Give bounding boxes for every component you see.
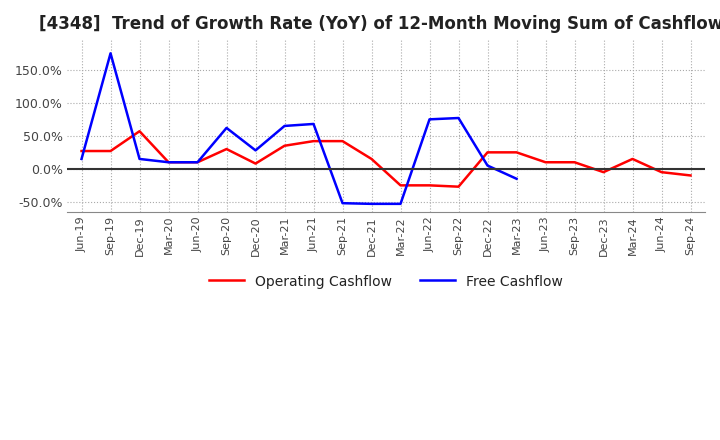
Operating Cashflow [512, 150, 521, 155]
Line: Operating Cashflow: Operating Cashflow [81, 131, 690, 187]
Free Cashflow [222, 125, 231, 131]
Operating Cashflow [541, 160, 550, 165]
Operating Cashflow [628, 156, 636, 161]
Operating Cashflow [657, 169, 666, 175]
Line: Free Cashflow: Free Cashflow [81, 53, 690, 204]
Free Cashflow [686, 153, 695, 158]
Operating Cashflow [193, 160, 202, 165]
Free Cashflow [426, 117, 434, 122]
Free Cashflow [164, 160, 173, 165]
Free Cashflow [135, 156, 144, 161]
Operating Cashflow [426, 183, 434, 188]
Free Cashflow [512, 176, 521, 181]
Operating Cashflow [164, 160, 173, 165]
Free Cashflow [280, 123, 289, 128]
Operating Cashflow [599, 169, 608, 175]
Operating Cashflow [338, 139, 347, 144]
Operating Cashflow [251, 161, 260, 166]
Legend: Operating Cashflow, Free Cashflow: Operating Cashflow, Free Cashflow [204, 269, 568, 294]
Operating Cashflow [483, 150, 492, 155]
Operating Cashflow [135, 128, 144, 134]
Operating Cashflow [107, 148, 115, 154]
Operating Cashflow [686, 173, 695, 178]
Free Cashflow [367, 201, 376, 206]
Free Cashflow [251, 148, 260, 153]
Operating Cashflow [454, 184, 463, 189]
Operating Cashflow [396, 183, 405, 188]
Operating Cashflow [570, 160, 579, 165]
Free Cashflow [309, 121, 318, 127]
Free Cashflow [483, 163, 492, 168]
Operating Cashflow [222, 147, 231, 152]
Operating Cashflow [77, 148, 86, 154]
Operating Cashflow [309, 139, 318, 144]
Operating Cashflow [280, 143, 289, 148]
Free Cashflow [338, 201, 347, 206]
Operating Cashflow [367, 156, 376, 161]
Free Cashflow [107, 51, 115, 56]
Title: [4348]  Trend of Growth Rate (YoY) of 12-Month Moving Sum of Cashflows: [4348] Trend of Growth Rate (YoY) of 12-… [39, 15, 720, 33]
Free Cashflow [77, 156, 86, 161]
Free Cashflow [193, 160, 202, 165]
Free Cashflow [454, 115, 463, 121]
Free Cashflow [396, 201, 405, 206]
